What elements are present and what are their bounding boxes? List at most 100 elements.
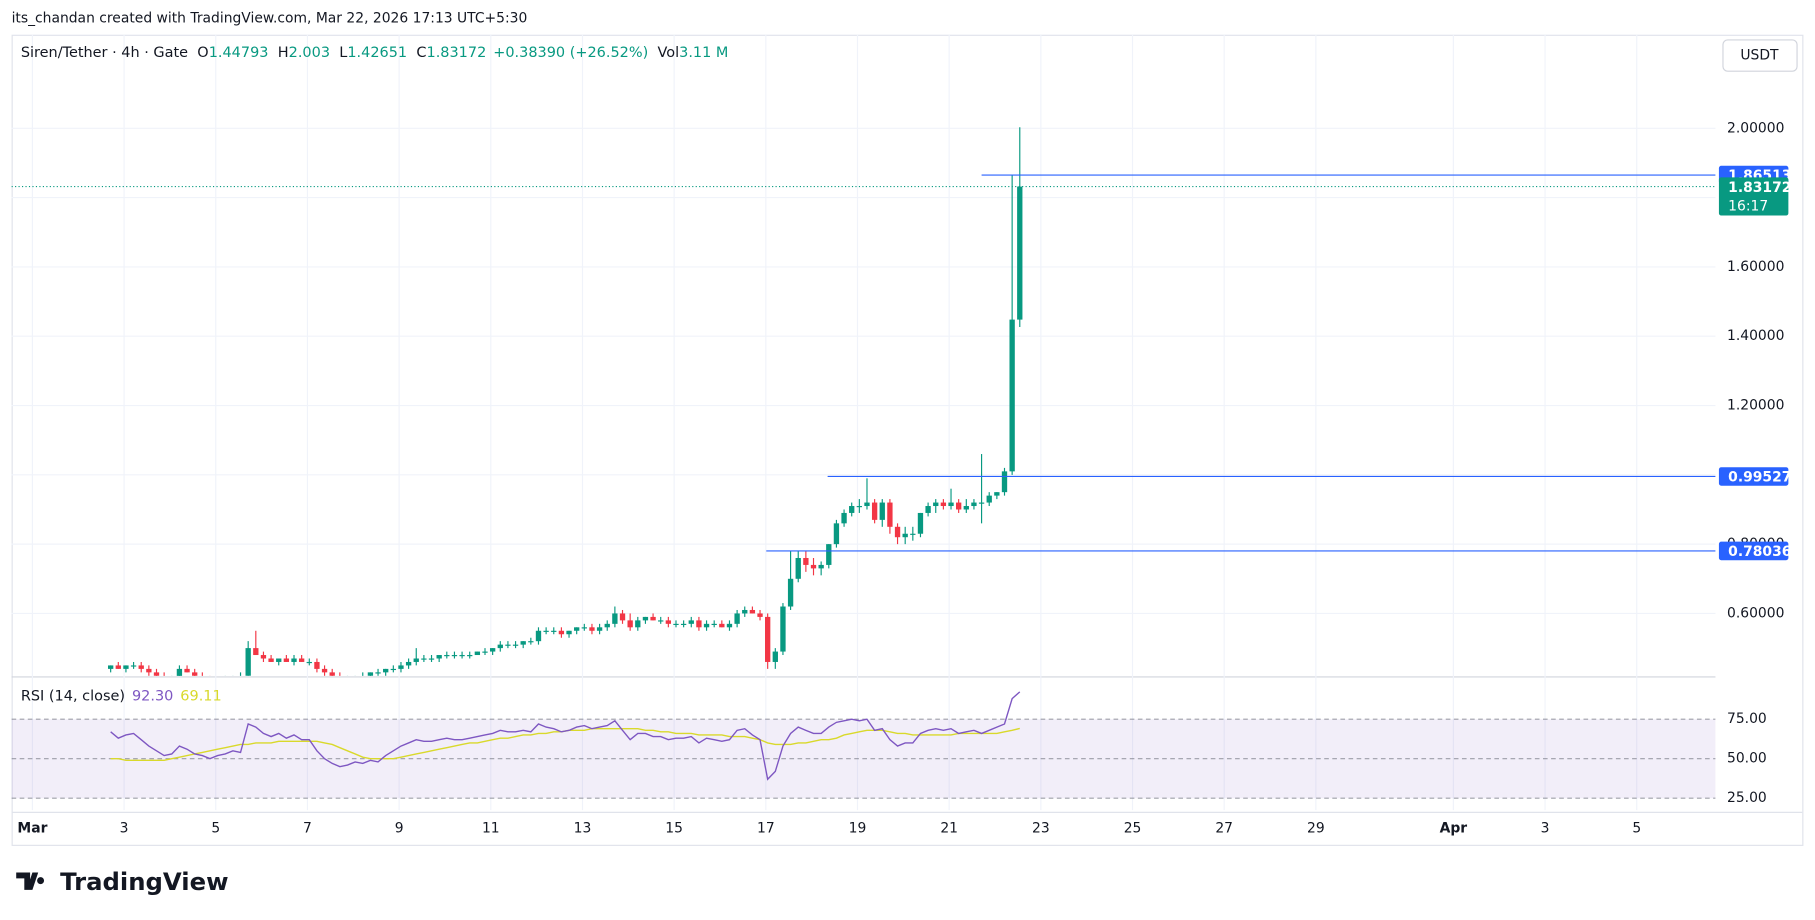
- candle-body: [130, 665, 137, 667]
- ohlc-value: 1.42651: [347, 45, 407, 61]
- candle-body: [711, 623, 717, 625]
- candle-body: [826, 544, 832, 565]
- candle-body: [665, 620, 672, 624]
- candle-body: [184, 668, 190, 673]
- candle-body: [742, 609, 748, 614]
- candle-body: [444, 655, 450, 657]
- y-tick-label: 1.40000: [1727, 328, 1784, 344]
- candle-body: [780, 606, 786, 652]
- candle-body: [245, 648, 251, 676]
- candle-body: [894, 526, 901, 538]
- candle-body: [917, 512, 924, 534]
- logo-mark: [16, 872, 45, 890]
- candle-body: [146, 668, 152, 673]
- candle-body: [321, 668, 328, 673]
- y-tick-label: 2.00000: [1727, 120, 1784, 136]
- ohlc-value: 2.003: [289, 45, 330, 61]
- candle-body: [696, 620, 702, 628]
- candle-body: [223, 679, 228, 680]
- ohlc-letter: H: [278, 45, 289, 61]
- candle-body: [428, 658, 435, 660]
- ohlc-letter: C: [416, 45, 426, 61]
- candle-body: [298, 658, 305, 662]
- vol-value: 3.11 M: [679, 45, 728, 61]
- x-tick-label: 3: [1541, 821, 1550, 837]
- candle-body: [589, 627, 595, 631]
- x-tick-label: 25: [1124, 821, 1142, 837]
- currency-button[interactable]: [1722, 39, 1798, 72]
- rsi-legend: RSI (14, close) 92.30 69.11: [21, 689, 222, 705]
- candle-body: [169, 679, 174, 680]
- logo: TradingView: [16, 867, 229, 896]
- rsi-tick-label: 50.00: [1727, 751, 1767, 767]
- y-tick-label: 1.60000: [1727, 259, 1784, 275]
- candle-body: [978, 502, 985, 504]
- candle-body: [497, 644, 503, 649]
- candle-body: [283, 658, 290, 662]
- price-pane: [11, 127, 1716, 680]
- x-tick-label: 9: [395, 821, 404, 837]
- axes: Mar 3 5 7 9 11 13 15 17 19 21 23 25 27 29 Apr 3 5 0.60000 0…: [17, 120, 1791, 836]
- candle-body: [489, 648, 496, 652]
- candle-body: [436, 655, 442, 659]
- level-label: 0.99527: [1728, 470, 1791, 486]
- candle-body: [291, 658, 297, 662]
- candle-body: [680, 623, 687, 625]
- candle-body: [543, 630, 549, 632]
- x-tick-label: Mar: [17, 821, 47, 837]
- candle-body: [574, 627, 580, 631]
- candle-body: [345, 679, 350, 680]
- author-line: its_chandan created with TradingView.com…: [12, 11, 528, 27]
- candle-body: [986, 495, 992, 503]
- ohlc-value: 1.44793: [209, 45, 269, 61]
- candle-body: [604, 623, 610, 628]
- level-label-bg: [1718, 541, 1789, 561]
- candle-body: [971, 502, 977, 507]
- x-tick-label: 3: [120, 821, 129, 837]
- candle-body: [329, 672, 335, 676]
- candle-body: [795, 557, 801, 579]
- candle-body: [505, 644, 511, 646]
- rsi-ma-value: 69.11: [180, 689, 221, 705]
- candle-body: [383, 668, 389, 673]
- candle-body: [910, 533, 916, 535]
- level-label-bg: [1718, 467, 1789, 486]
- brand: TradingView: [60, 867, 228, 896]
- currency-label: USDT: [1740, 48, 1779, 64]
- candle-body: [375, 672, 381, 674]
- candle-body: [658, 620, 664, 622]
- candle-body: [551, 630, 557, 632]
- candle-body: [413, 658, 419, 662]
- candle-body: [306, 661, 312, 664]
- candle-body: [314, 661, 320, 669]
- candle-body: [703, 623, 710, 628]
- candle-body: [612, 613, 618, 624]
- candle-body: [253, 648, 259, 656]
- x-tick-label: 5: [1632, 821, 1641, 837]
- candle-body: [940, 502, 947, 507]
- symbol: Siren/Tether · 4h · Gate: [21, 45, 188, 61]
- legend: Siren/Tether · 4h · Gate O1.44793 H2.003 L1…: [21, 45, 729, 61]
- candle-body: [642, 616, 649, 621]
- x-tick-label: 23: [1032, 821, 1050, 837]
- candle-body: [956, 502, 962, 510]
- candle-body: [627, 620, 633, 628]
- candle-body: [673, 623, 679, 625]
- candle-body: [459, 655, 465, 657]
- candle-body: [192, 672, 198, 676]
- candle-body: [421, 658, 427, 660]
- rsi-tick-label: 75.00: [1727, 711, 1767, 727]
- candle-body: [833, 523, 840, 545]
- candle-body: [650, 616, 656, 621]
- candle-body: [994, 492, 1000, 496]
- candle-body: [765, 616, 771, 662]
- candle-body: [719, 623, 725, 628]
- rsi-value: 92.30: [132, 689, 173, 705]
- grid: [11, 34, 1716, 811]
- candle-body: [1001, 471, 1008, 493]
- candle-body: [787, 578, 794, 607]
- candle-body: [107, 665, 114, 669]
- candle-body: [276, 658, 282, 662]
- y-tick-label: 1.20000: [1727, 398, 1784, 414]
- candle-body: [512, 644, 519, 646]
